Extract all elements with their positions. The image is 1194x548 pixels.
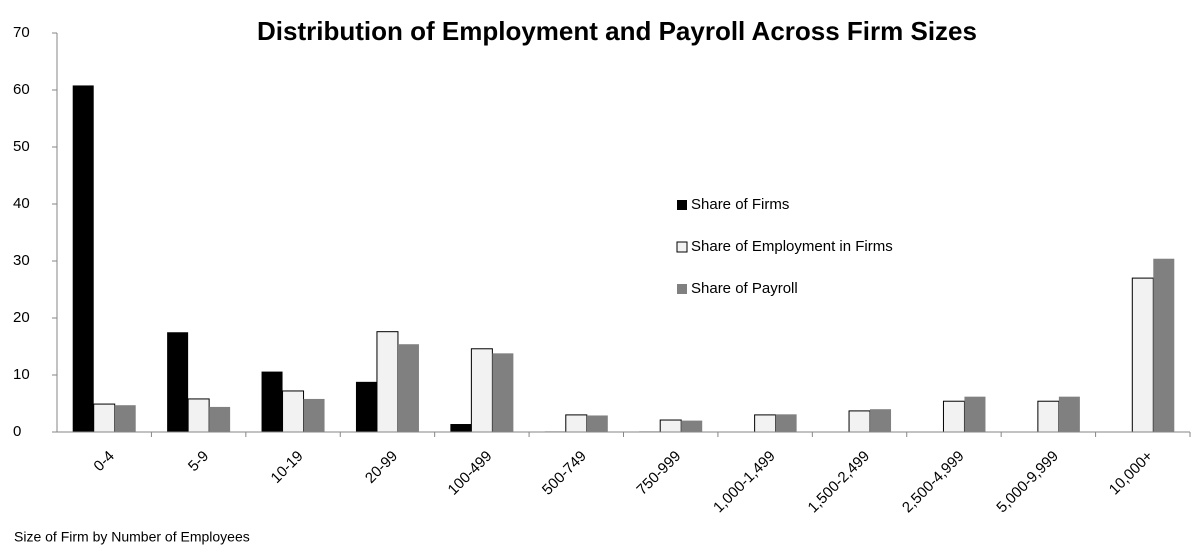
bar	[450, 424, 472, 432]
bar	[1131, 277, 1154, 433]
bar	[492, 353, 514, 432]
x-tick-label: 2,500-4,999	[899, 448, 968, 517]
y-tick-label: 50	[13, 138, 30, 155]
bar	[72, 85, 94, 432]
y-tick-label: 70	[13, 24, 30, 41]
bar	[303, 398, 325, 432]
x-tick-label: 750-999	[633, 448, 684, 499]
bar	[209, 406, 231, 432]
legend-swatch	[677, 284, 687, 294]
bar	[1058, 396, 1080, 432]
legend-label: Share of Firms	[691, 196, 789, 213]
y-tick-label: 60	[13, 81, 30, 98]
legend-swatch	[677, 200, 687, 210]
legend-swatch	[676, 241, 688, 253]
bar	[681, 420, 703, 432]
x-tick-label: 10-19	[268, 448, 307, 487]
bar	[775, 414, 797, 432]
bar	[93, 403, 116, 433]
x-tick-label: 10,000+	[1106, 447, 1157, 498]
bar	[187, 398, 210, 433]
bar	[1037, 400, 1060, 433]
bar	[659, 419, 682, 433]
x-tick-label: 100-499	[445, 448, 496, 499]
bar	[470, 348, 493, 433]
legend-label: Share of Employment in Firms	[691, 238, 893, 255]
bar	[964, 396, 986, 432]
x-tick-label: 5,000-9,999	[993, 448, 1062, 517]
y-tick-label: 30	[13, 252, 30, 269]
bar	[565, 414, 588, 433]
bar	[114, 405, 136, 432]
x-tick-label: 500-749	[539, 448, 590, 499]
x-tick-label: 0-4	[90, 448, 117, 475]
x-tick-label: 1,500-2,499	[805, 448, 874, 517]
y-tick-label: 10	[13, 366, 30, 383]
bar	[376, 331, 399, 433]
bar	[870, 409, 892, 432]
legend-label: Share of Payroll	[691, 280, 798, 297]
x-tick-label: 20-99	[362, 448, 401, 487]
x-tick-label: 5-9	[185, 448, 212, 475]
bar	[355, 381, 377, 432]
bar	[942, 400, 965, 433]
y-tick-label: 40	[13, 195, 30, 212]
x-tick-label: 1,000-1,499	[710, 448, 779, 517]
bar	[282, 390, 305, 433]
bar	[848, 410, 871, 433]
bar	[754, 414, 777, 433]
bar	[1153, 258, 1175, 432]
chart-title: Distribution of Employment and Payroll A…	[257, 16, 977, 46]
bar	[261, 371, 283, 432]
y-tick-label: 20	[13, 309, 30, 326]
bar	[397, 344, 419, 432]
bar	[586, 415, 608, 432]
x-axis-title: Size of Firm by Number of Employees	[14, 529, 250, 545]
y-tick-label: 0	[13, 423, 21, 440]
bar	[167, 332, 189, 432]
